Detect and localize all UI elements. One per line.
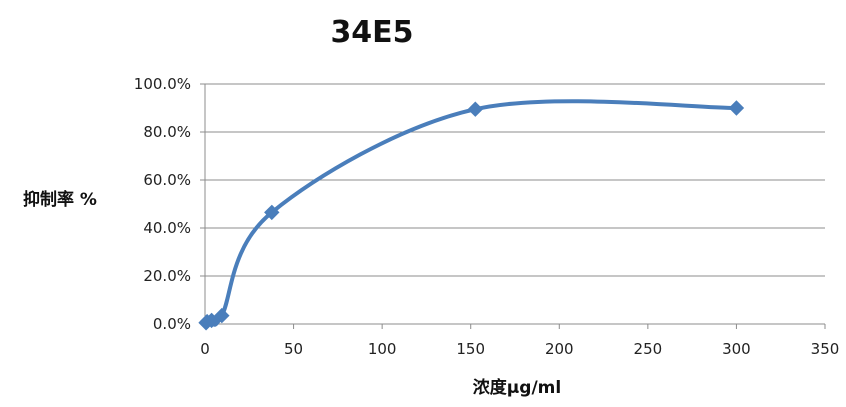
x-tick-label: 50 [284, 340, 303, 358]
grid-lines [205, 83, 825, 277]
y-tick-label: 100.0% [134, 75, 191, 93]
data-point [203, 312, 220, 329]
data-point [264, 204, 280, 221]
data-point [214, 307, 230, 324]
x-axis-label: 浓度μg/ml [473, 377, 561, 398]
x-tick-label: 100 [368, 340, 397, 358]
data-point [728, 100, 745, 116]
x-tick-label: 300 [722, 340, 751, 358]
y-tick-label: 80.0% [143, 123, 191, 141]
y-axis-label: 抑制率 % [23, 189, 97, 210]
labels: 34E5 抑制率 % 浓度μg/ml 0.0% 20.0% 40.0% 60.0% 80… [23, 15, 839, 398]
series [198, 99, 745, 331]
x-tick-label: 200 [545, 340, 574, 358]
chart-title: 34E5 [330, 15, 413, 50]
series-line [204, 99, 739, 327]
axes [200, 83, 826, 329]
x-tick-label: 250 [634, 340, 663, 358]
y-tick-label: 40.0% [143, 219, 191, 237]
x-tick-label: 150 [456, 340, 485, 358]
x-tick-label: 350 [811, 340, 840, 358]
y-tick-label: 20.0% [143, 267, 191, 285]
x-tick-label: 0 [200, 340, 210, 358]
y-tick-label: 60.0% [143, 171, 191, 189]
data-point [467, 101, 484, 117]
y-tick-label: 0.0% [153, 315, 191, 333]
